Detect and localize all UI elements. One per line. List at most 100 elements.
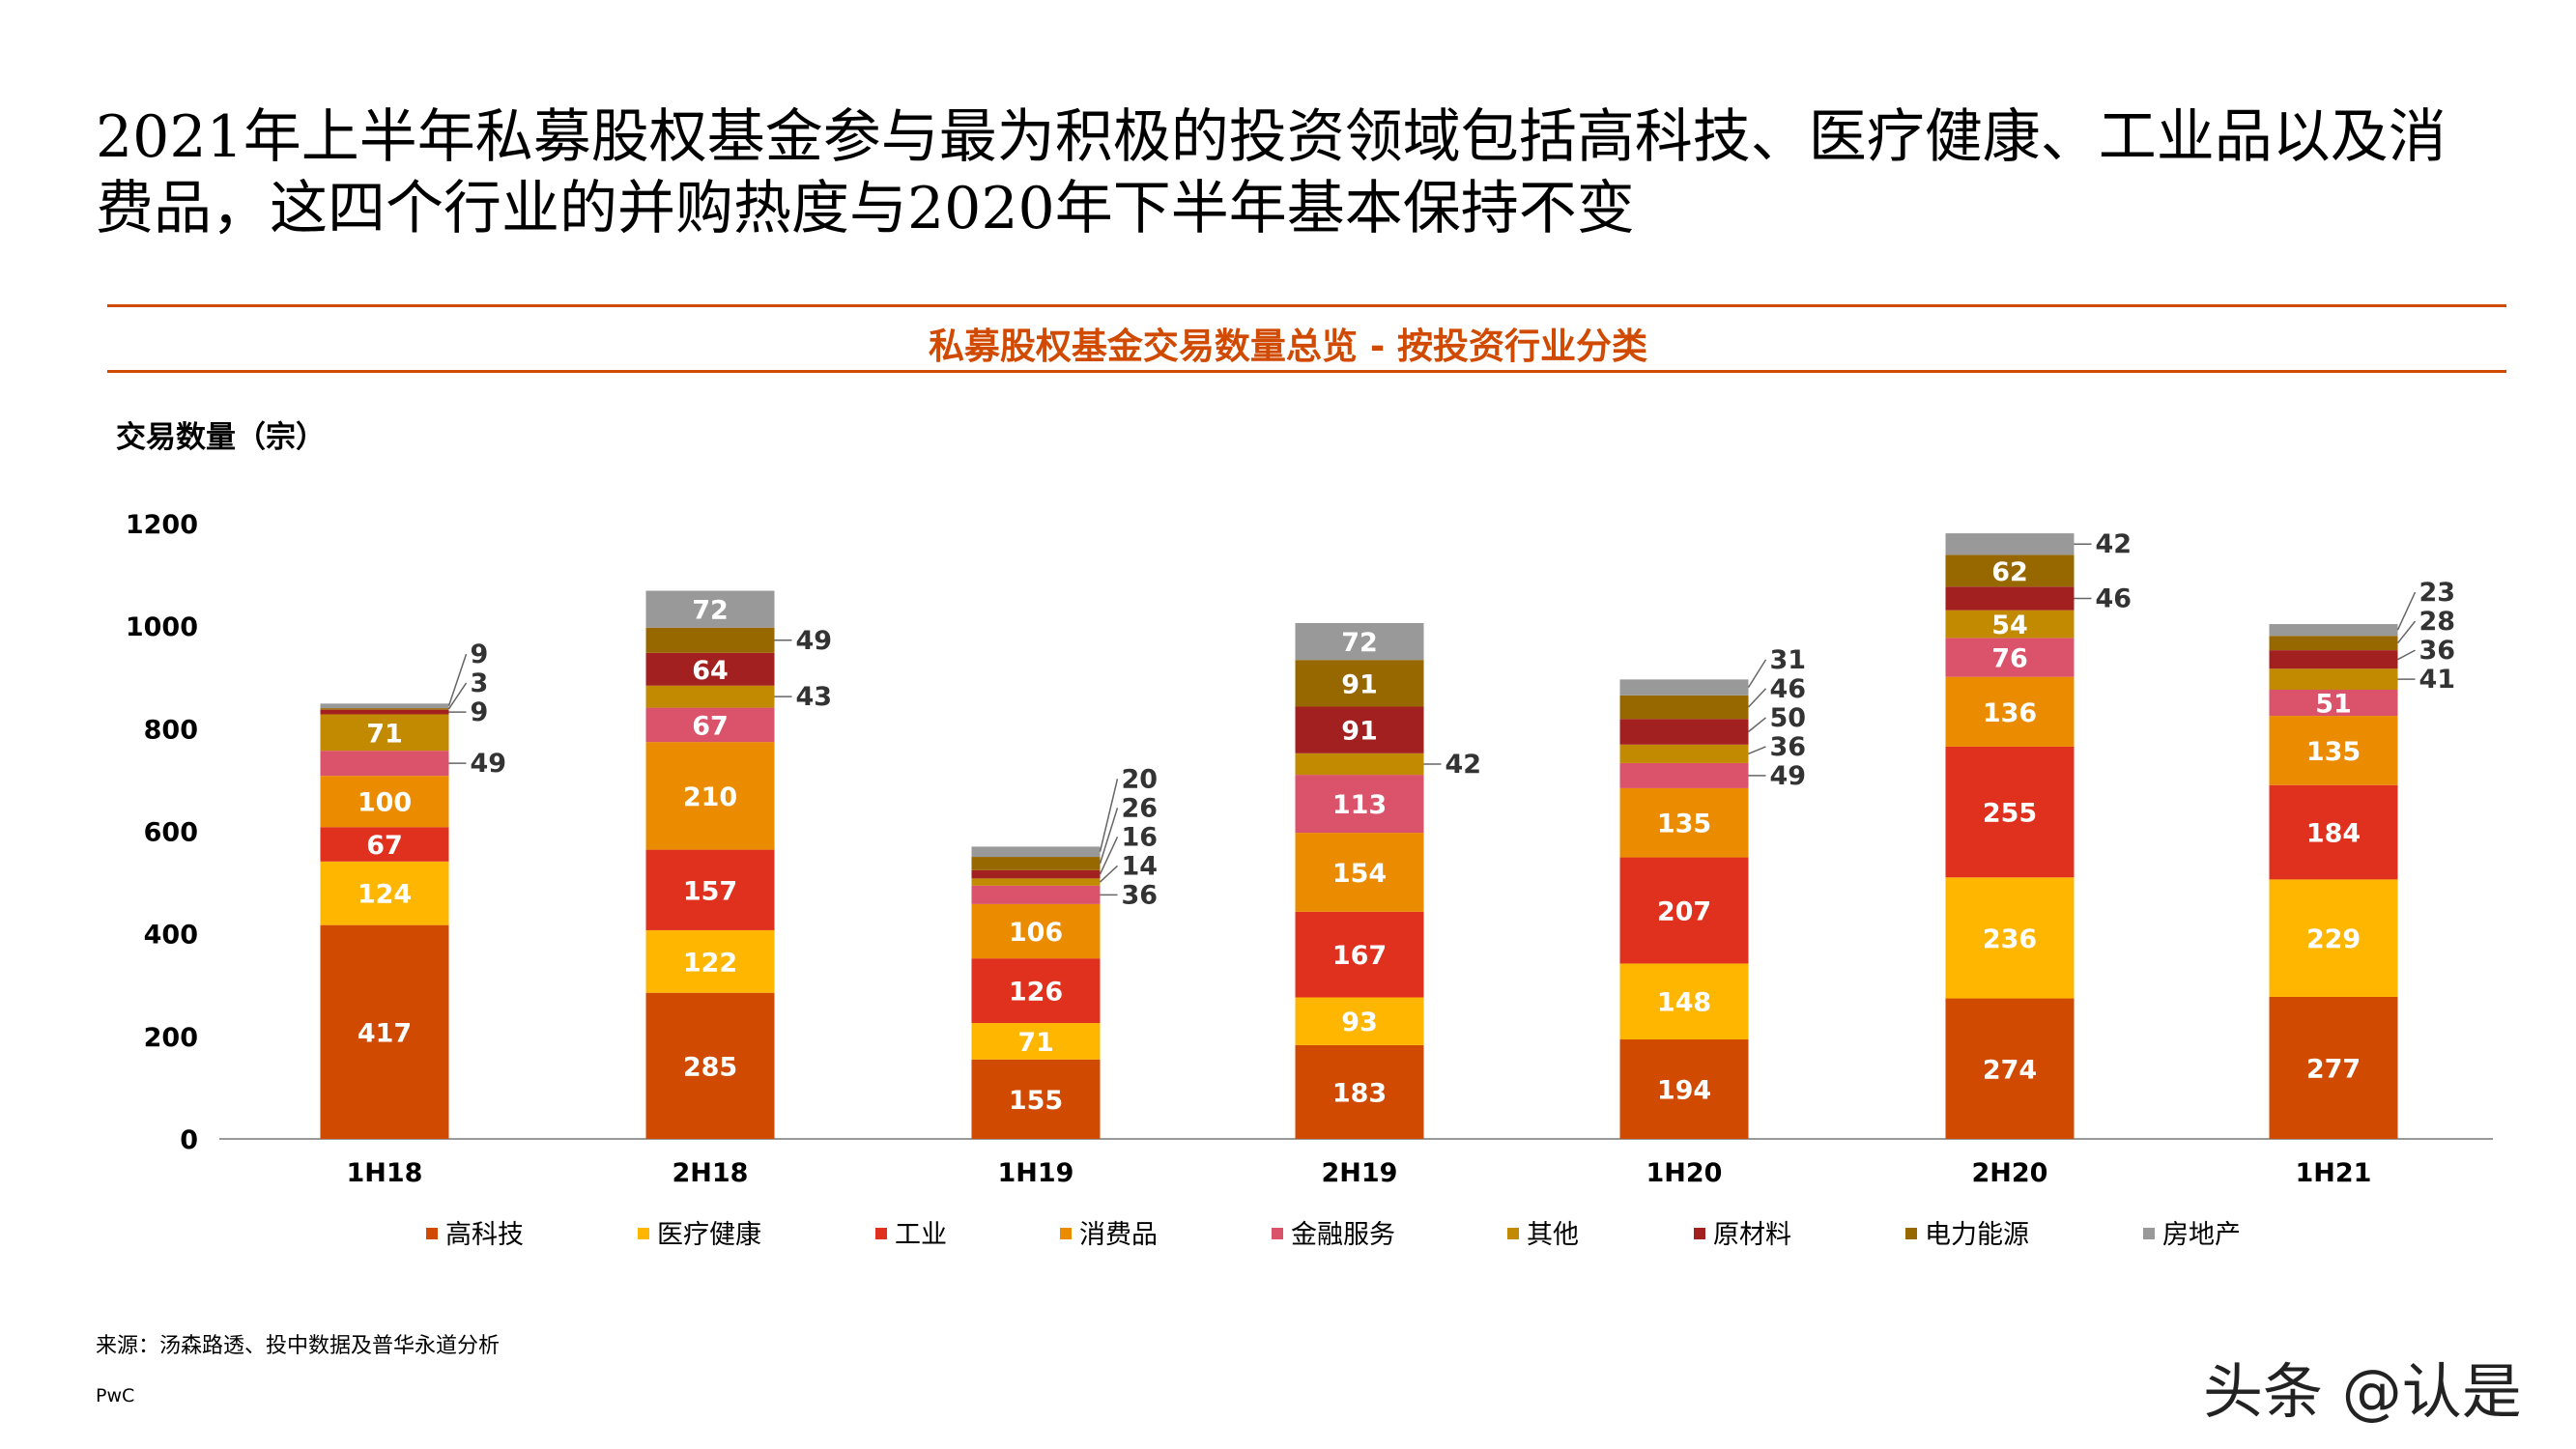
bar-segment: [1619, 787, 1749, 858]
bar-segment: [1619, 744, 1749, 763]
legend-swatch: [875, 1228, 887, 1239]
data-label: 113: [1332, 790, 1387, 820]
bar-segment: [2269, 996, 2398, 1139]
data-label: 50: [1770, 703, 1807, 733]
x-tick-label: 2H19: [1322, 1158, 1398, 1188]
bar-segment: [2269, 668, 2398, 690]
legend-label: 金融服务: [1291, 1220, 1395, 1250]
legend-label: 高科技: [445, 1220, 524, 1250]
divider-bottom: [107, 370, 2506, 373]
data-label: 49: [1770, 761, 1807, 791]
data-label: 255: [1983, 799, 2037, 829]
data-label: 46: [1770, 674, 1807, 704]
bar-segment: [1945, 676, 2075, 747]
data-label: 36: [1122, 880, 1159, 910]
bar-segment: [320, 827, 449, 862]
data-label: 49: [471, 749, 507, 779]
data-label: 155: [1009, 1086, 1063, 1116]
data-label: 194: [1657, 1076, 1711, 1106]
legend-swatch: [638, 1228, 649, 1239]
data-label: 183: [1332, 1078, 1387, 1108]
bar-segment: [320, 709, 449, 715]
data-label: 14: [1122, 851, 1159, 881]
brand-label: PwC: [96, 1385, 135, 1406]
data-label: 71: [366, 719, 403, 749]
bar-segment: [1945, 610, 2075, 639]
data-label: 54: [1991, 611, 2028, 640]
data-label: 71: [1017, 1028, 1054, 1058]
legend-swatch: [1060, 1228, 1072, 1239]
data-label: 36: [2419, 636, 2456, 666]
bar-segment: [1945, 586, 2075, 611]
data-label-leader: [1099, 865, 1119, 883]
bar-segment: [645, 929, 775, 993]
x-tick-label: 1H18: [347, 1158, 423, 1188]
legend-label: 原材料: [1713, 1220, 1791, 1250]
bar-segment: [1619, 857, 1749, 964]
data-label: 72: [1341, 628, 1378, 658]
data-label: 274: [1983, 1055, 2037, 1085]
data-label: 122: [683, 948, 737, 978]
y-tick-label: 400: [144, 921, 198, 951]
bar-segment: [2269, 636, 2398, 651]
bar-segment: [971, 885, 1101, 904]
bar-segment: [1945, 533, 2075, 555]
bar-segment: [971, 1023, 1101, 1060]
legend-label: 房地产: [2162, 1220, 2241, 1250]
y-tick-label: 0: [180, 1125, 198, 1155]
legend-label: 电力能源: [1925, 1220, 2029, 1250]
bar-segment: [645, 627, 775, 653]
x-tick-label: 2H20: [1972, 1158, 2048, 1188]
legend-swatch: [2143, 1228, 2155, 1239]
legend-label: 工业: [895, 1220, 947, 1250]
data-label: 9: [471, 697, 489, 727]
bar-segment: [971, 1059, 1101, 1139]
data-label: 67: [692, 711, 729, 741]
bar-segment: [2269, 716, 2398, 785]
watermark: 头条 @认是: [2203, 1356, 2522, 1427]
data-label: 106: [1009, 918, 1063, 948]
data-label: 135: [2306, 737, 2361, 767]
data-label: 135: [1657, 810, 1711, 839]
bar-segment: [1295, 775, 1424, 834]
source-note: 来源：汤森路透、投中数据及普华永道分析: [96, 1334, 501, 1358]
bar-segment: [1295, 911, 1424, 998]
x-tick-label: 1H20: [1646, 1158, 1723, 1188]
x-tick-label: 1H21: [2296, 1158, 2372, 1188]
data-label-leader: [2396, 591, 2417, 631]
data-label: 43: [796, 682, 833, 712]
data-label-leader: [1099, 837, 1119, 875]
bar-segment: [320, 924, 449, 1139]
data-label: 72: [692, 596, 729, 626]
data-label: 184: [2306, 819, 2361, 849]
data-label: 126: [1009, 978, 1063, 1008]
bar-segment: [1295, 660, 1424, 707]
data-label: 229: [2306, 924, 2361, 954]
bar-segment: [645, 849, 775, 930]
bar-segment: [971, 846, 1101, 858]
data-label: 31: [1770, 645, 1807, 675]
y-tick-label: 1200: [126, 510, 198, 540]
bar-segment: [1945, 638, 2075, 677]
bar-segment: [1619, 679, 1749, 696]
bar-segment: [1619, 719, 1749, 745]
data-label: 51: [2315, 690, 2352, 720]
y-tick-label: 1000: [126, 612, 198, 642]
bar-segment: [320, 708, 449, 710]
data-label: 16: [1122, 822, 1159, 852]
bar-segment: [645, 590, 775, 628]
bar-segment: [320, 776, 449, 828]
data-label-leader: [447, 653, 468, 706]
bar-segment: [1619, 762, 1749, 788]
data-label: 42: [2096, 529, 2132, 559]
legend-swatch: [1905, 1228, 1917, 1239]
data-label: 67: [366, 831, 403, 861]
legend-swatch: [1694, 1228, 1705, 1239]
data-label: 3: [471, 668, 489, 698]
bar-segment: [645, 742, 775, 850]
data-label: 210: [683, 782, 737, 812]
data-label: 154: [1332, 859, 1387, 889]
data-label: 46: [2096, 584, 2132, 614]
x-tick-label: 2H18: [673, 1158, 749, 1188]
